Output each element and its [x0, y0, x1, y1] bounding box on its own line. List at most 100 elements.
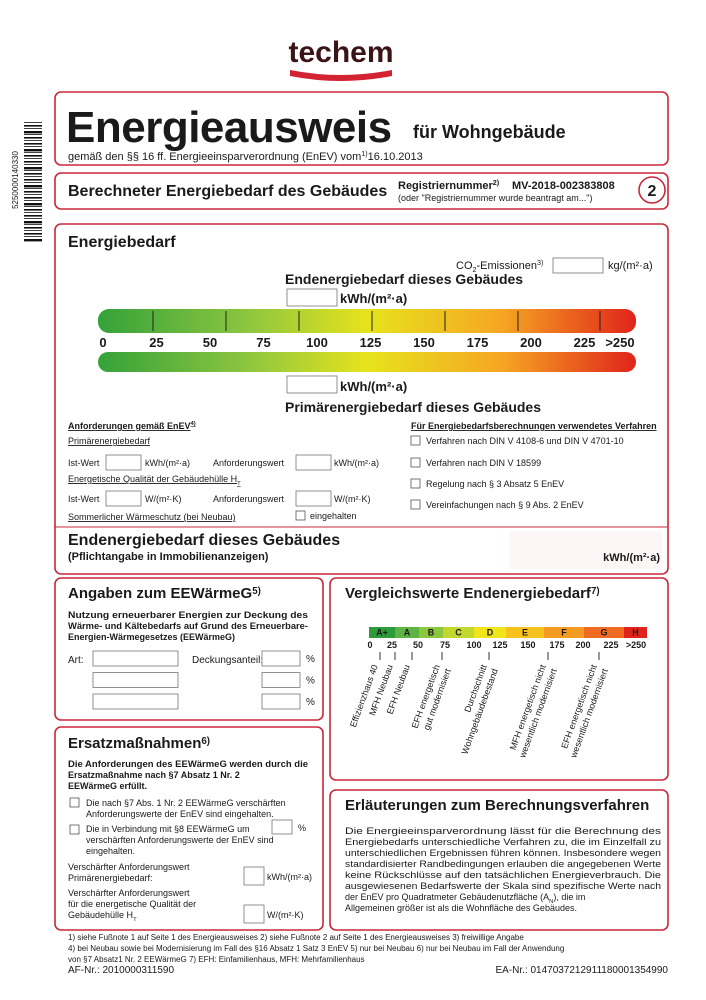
barcode-bar [24, 155, 42, 157]
barcode-bar [24, 146, 42, 147]
af-number: AF-Nr.: 2010000311590 [68, 965, 174, 976]
art: Art: [68, 655, 84, 666]
checkbox[interactable] [69, 824, 80, 835]
class-cell [474, 627, 506, 638]
logo-swoosh [290, 70, 392, 81]
eewaerme-title: Angaben zum EEWärmeG5) [68, 585, 261, 602]
barcode-bar [24, 185, 42, 188]
checkbox[interactable] [410, 435, 421, 446]
co2: 2 [473, 266, 477, 274]
lines: unterschiedlichen Ergebnissen führen kön… [345, 848, 661, 858]
footnotes: von §7 Absatz1 Nr. 2 EEWärmeG 7) EFH: Ei… [68, 955, 365, 964]
note: 7) [591, 586, 600, 597]
checkbox[interactable] [410, 478, 421, 489]
scale-bar [98, 309, 636, 333]
options: verschärften Anforderungswerte der EnEV … [86, 835, 274, 845]
header-box [54, 91, 669, 166]
field [261, 672, 301, 688]
lines: standardisierter Randbedingungen erlaube… [345, 859, 661, 869]
field [261, 693, 301, 710]
checkbox[interactable] [410, 457, 421, 468]
classes: C [455, 628, 462, 638]
class-cell [624, 627, 647, 638]
class-cell [544, 627, 584, 638]
scale: 200 [575, 640, 590, 650]
summer: Sommerlicher Wärmeschutz (bei Neubau) [68, 512, 236, 522]
primary-field [286, 375, 338, 394]
class-cell [395, 627, 419, 638]
barcode-bar [24, 170, 42, 171]
barcode-bar [24, 152, 42, 153]
scale: 125 [360, 335, 382, 350]
comparison-title: Vergleichswerte Endenergiebedarf7) [345, 585, 600, 602]
classes: H [632, 628, 639, 638]
note: 6) [201, 736, 210, 747]
title: Energieausweis [66, 103, 392, 152]
barcode [24, 122, 42, 242]
scale: 25 [387, 640, 397, 650]
page-circle [638, 176, 666, 204]
percent: % [306, 654, 315, 665]
barcode-bar [24, 215, 42, 217]
suffix: für Wohngebäude [413, 122, 566, 142]
barcode-bar [24, 236, 42, 237]
note: 5) [252, 586, 261, 597]
barcode-bar [24, 221, 42, 224]
scale: 175 [549, 640, 564, 650]
barcode-bar [24, 212, 42, 213]
field [271, 819, 293, 835]
barcode-bar [24, 182, 42, 183]
co2: 3) [537, 259, 543, 267]
primary-title: Primärenergiebedarf dieses Gebäudes [285, 399, 541, 415]
envelope-row: W/(m²·K) [334, 494, 370, 504]
text: Ersatzmaßnahme nach §7 Absatz 1 Nr. 2 [68, 770, 240, 780]
barcode-bar [24, 164, 42, 165]
footnotes: 4) bei Neubau sowie bei Modernisierung i… [68, 944, 564, 953]
note: 1) [361, 150, 367, 158]
primary-row: kWh/(m²·a) [145, 458, 190, 468]
unit: kWh/(m²·a) [603, 552, 660, 564]
barcode-bar [24, 161, 42, 163]
requirements-title: Anforderungen gemäß EnEV4) [68, 421, 196, 431]
primary-row: Anforderungswert [213, 458, 285, 468]
title: Für Energiebedarfsberechnungen verwendet… [411, 421, 657, 431]
field [243, 866, 265, 886]
barcode-bar [24, 158, 42, 159]
primary-unit: kWh/(m²·a) [267, 872, 312, 882]
date: 16.10.2013 [368, 151, 423, 163]
co2: -Emissionen [476, 260, 537, 272]
subtitle: gemäß den §§ 16 ff. Energieeinsparverord… [68, 150, 423, 163]
classes: B [428, 628, 435, 638]
scale: 175 [467, 335, 489, 350]
subtitle: gemäß den §§ 16 ff. Energieeinsparverord… [68, 151, 361, 163]
class-cell [584, 627, 624, 638]
area-line: der EnEV pro Quadratmeter Gebäudenutzflä… [345, 892, 549, 902]
checkbox[interactable] [69, 797, 80, 808]
scale: 225 [574, 335, 596, 350]
reg-label: Registriernummer [398, 180, 493, 192]
scale: 75 [440, 640, 450, 650]
checkbox[interactable] [410, 499, 421, 510]
barcode-bar [24, 194, 42, 195]
primary-unit: kWh/(m²·a) [340, 379, 407, 394]
title: Berechneter Energiebedarf des Gebäudes [68, 183, 387, 200]
classes: G [600, 628, 607, 638]
registration-label: Registriernummer2) [398, 179, 500, 192]
envelope: Energetische Qualität der Gebäudehülle H [68, 474, 237, 484]
lines: Die Energieeinsparverordnung lässt für d… [345, 826, 662, 836]
barcode-bar [24, 218, 42, 219]
text: Nutzung erneuerbarer Energien zur Deckun… [68, 610, 308, 620]
envelope-sub: T [133, 917, 137, 923]
barcode-bar [24, 230, 42, 231]
items: Verfahren nach DIN V 4108-6 und DIN V 47… [426, 436, 624, 446]
title: Vergleichswerte Endenergiebedarf [345, 585, 592, 602]
barcode-bar [24, 134, 42, 135]
explanation-line: der EnEV pro Quadratmeter Gebäudenutzflä… [345, 892, 585, 905]
primary: Primärenergiebedarf [68, 436, 151, 446]
class-cell [506, 627, 544, 638]
checkbox[interactable] [295, 510, 306, 521]
barcode-bar [24, 206, 42, 207]
lines: ausgewiesenen Bedarfswerte der Skala sin… [345, 881, 661, 891]
scale: 100 [306, 335, 328, 350]
